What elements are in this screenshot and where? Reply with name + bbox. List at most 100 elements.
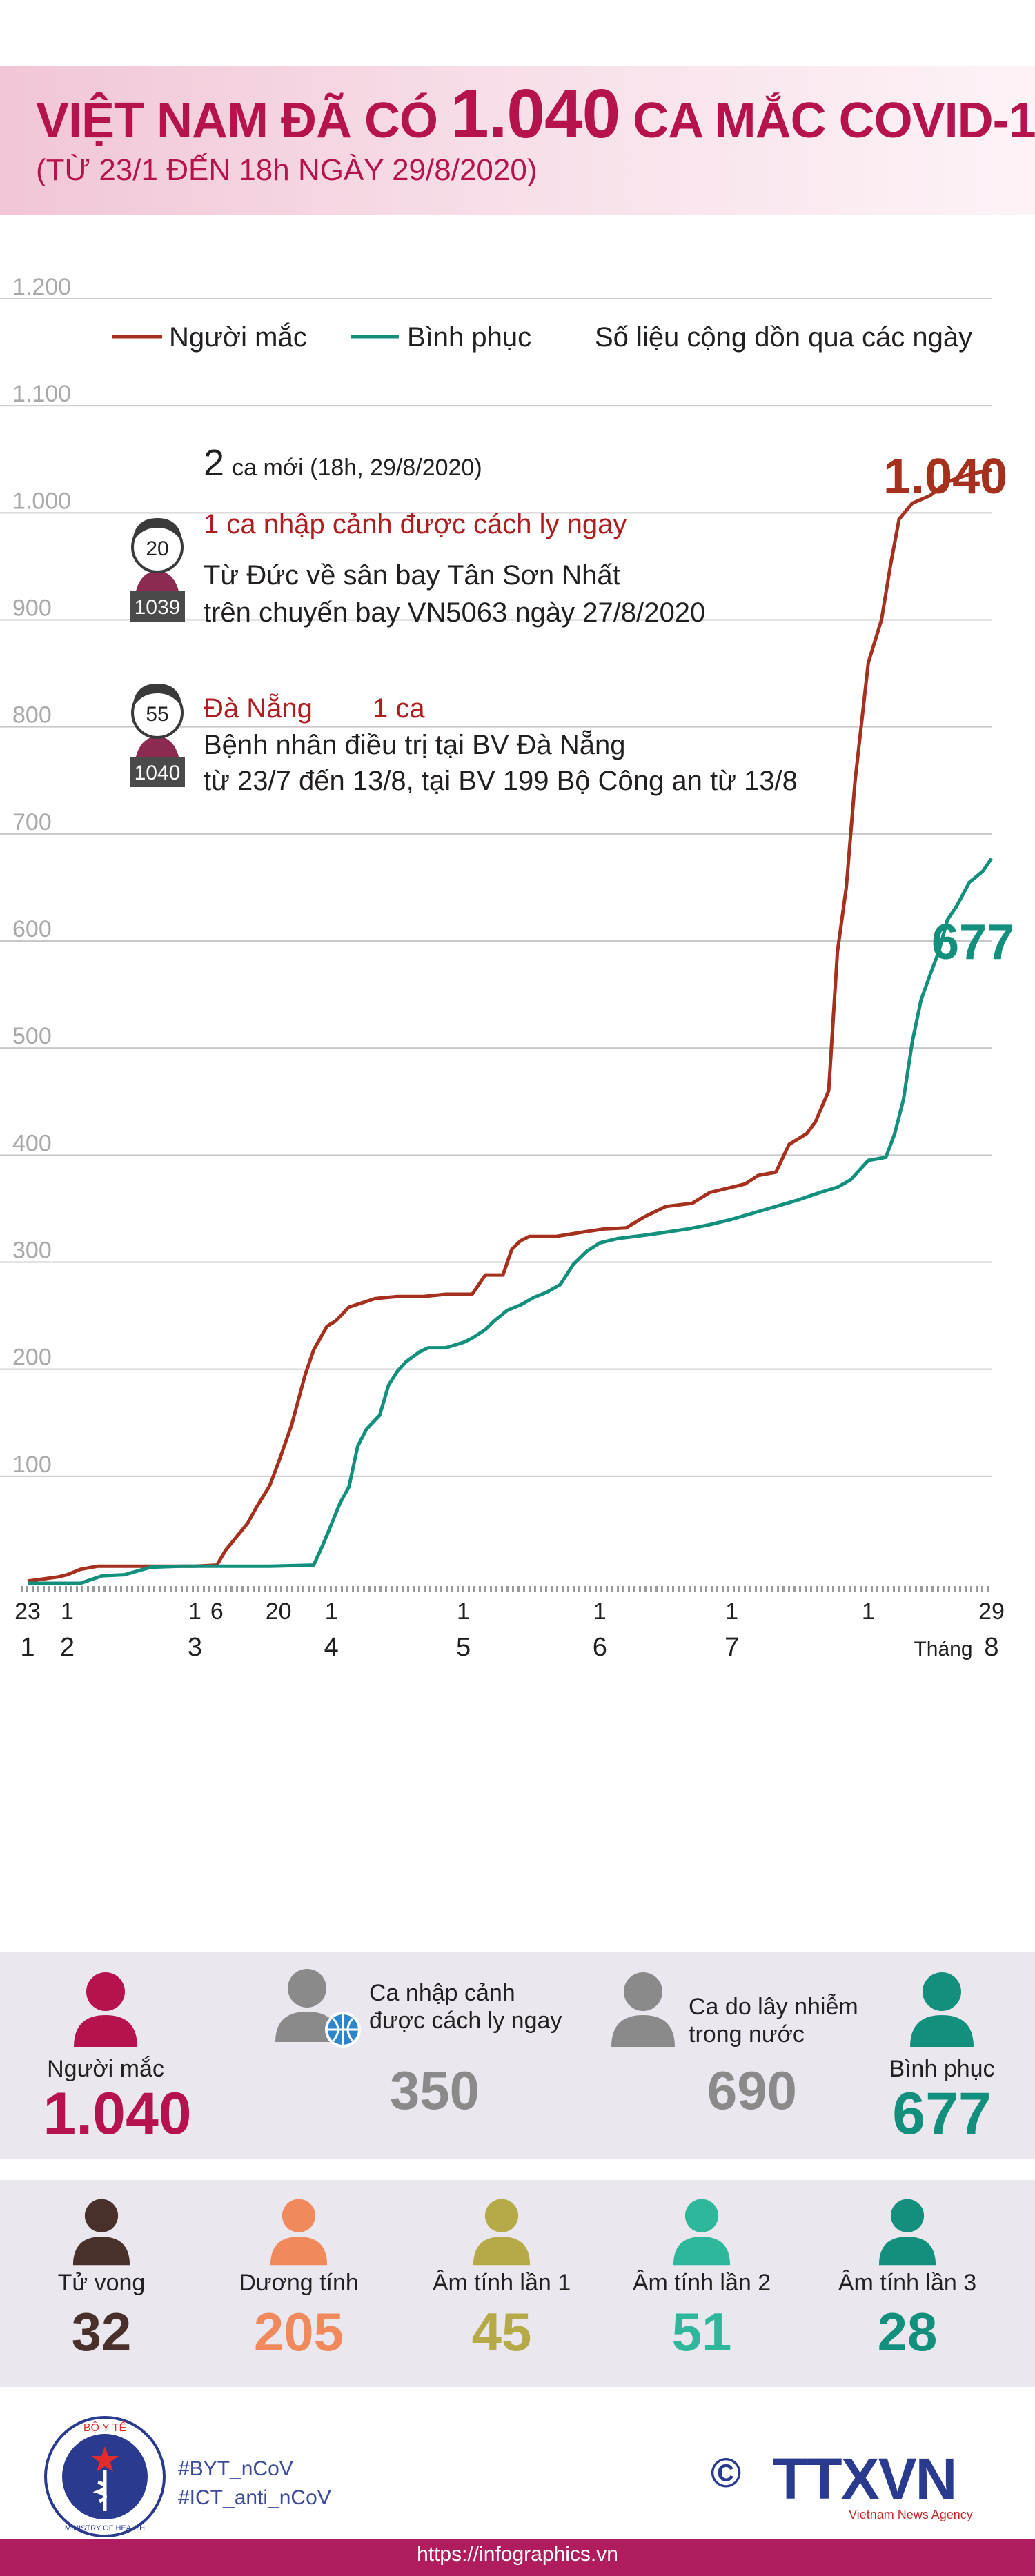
patient-1040-line1: Bệnh nhân điều trị tại BV Đà Nẵng — [204, 730, 626, 760]
chart-legend: Người mắc Bình phục Số liệu cộng dồn qua… — [112, 321, 972, 353]
y-tick-label: 1.000 — [12, 488, 71, 514]
cases-value: 1.040 — [43, 2081, 192, 2147]
x-month-tick-label: 1 — [20, 1633, 34, 1662]
title-part2: CA MẮC COVID-19 — [633, 93, 1035, 148]
x-day-tick-label: 1 — [593, 1598, 607, 1625]
negative1-person-icon — [473, 2199, 531, 2266]
cumulative-cases-chart: 1.200 1.100 1.000 900 800 700 600 500 400 300 200 1… — [0, 276, 1014, 1662]
footer-url[interactable]: https://infographics.vn — [417, 2543, 618, 2566]
y-tick-label: 200 — [12, 1345, 52, 1371]
negative2-person-icon — [673, 2199, 731, 2266]
patient-1039-title: 1 ca nhập cảnh được cách ly ngay — [204, 509, 627, 539]
x-month-tick-label: 3 — [188, 1633, 202, 1662]
x-month-tick-label: 4 — [324, 1633, 339, 1662]
x-month-tick-label: 2 — [60, 1633, 75, 1662]
patient-1040-id: 1040 — [135, 762, 181, 784]
title-number: 1.040 — [451, 75, 620, 152]
deaths-value: 32 — [71, 2301, 132, 2362]
y-tick-label: 1.200 — [12, 276, 71, 300]
local-value: 690 — [707, 2060, 798, 2121]
negative1-value: 45 — [471, 2301, 532, 2362]
y-tick-label: 600 — [12, 916, 52, 942]
imported-person-globe-icon — [275, 1969, 361, 2048]
y-tick-label: 800 — [12, 702, 52, 729]
x-month-tick-label: 7 — [724, 1633, 739, 1662]
patient-1040-avatar: 55 1040 — [130, 684, 185, 787]
patient-1039-line1: Từ Đức về sân bay Tân Sơn Nhất — [204, 560, 620, 591]
recovered-series-line — [28, 858, 994, 1585]
x-day-tick-label: 1 — [457, 1598, 470, 1625]
x-month-tick-label: 8 — [984, 1633, 998, 1662]
chart-grid — [0, 298, 992, 1477]
chart-lines — [27, 468, 994, 1585]
cases-series-line — [27, 468, 992, 1583]
y-tick-label: 1.100 — [12, 381, 71, 407]
x-month-tick-label: 5 — [456, 1633, 471, 1662]
x-day-tick-label: 1 — [325, 1598, 338, 1625]
ministry-logo-bottom-text: MINISTRY OF HEALTH — [65, 2524, 145, 2533]
cases-person-icon — [74, 1972, 137, 2047]
x-day-tick-label: 23 — [14, 1598, 41, 1625]
y-tick-label: 300 — [12, 1238, 52, 1264]
header-banner — [0, 66, 1035, 215]
ttxvn-logo: TTXVN — [773, 2446, 957, 2511]
y-tick-label: 900 — [12, 595, 52, 622]
x-day-tick-label: 6 — [210, 1598, 224, 1625]
hashtag-byt: #BYT_nCoV — [178, 2457, 293, 2480]
recovered-person-icon — [910, 1972, 974, 2047]
recovered-value: 677 — [892, 2081, 992, 2147]
y-tick-label: 100 — [12, 1452, 52, 1478]
ministry-logo-top-text: BỘ Y TẾ — [83, 2421, 126, 2434]
patient-1040-line2: từ 23/7 đến 13/8, tại BV 199 Bộ Công an … — [204, 766, 798, 796]
patient-1040-count: 1 ca — [373, 693, 425, 724]
y-axis-ticks: 1.200 1.100 1.000 900 800 700 600 500 400 300 200 1… — [12, 276, 71, 1478]
patient-1039-age: 20 — [146, 537, 168, 560]
x-day-tick-label: 20 — [266, 1598, 292, 1625]
x-month-prefix: Tháng — [914, 1638, 972, 1661]
negative2-value: 51 — [671, 2301, 732, 2362]
x-month-tick-label: 6 — [593, 1633, 607, 1662]
new-cases-count: 2 — [204, 442, 225, 484]
ministry-of-health-logo: BỘ Y TẾ MINISTRY OF HEALTH — [44, 2416, 166, 2537]
footer-bar — [0, 2539, 1035, 2576]
y-tick-label: 700 — [12, 809, 52, 835]
negative2-label: Âm tính lần 2 — [632, 2270, 771, 2296]
patient-1040-place: Đà Nẵng — [204, 693, 313, 724]
new-cases-note: 2 ca mới (18h, 29/8/2020) — [204, 442, 482, 484]
deaths-person-icon — [72, 2199, 130, 2266]
cases-end-label: 1.040 — [883, 449, 1007, 504]
negative1-label: Âm tính lần 1 — [432, 2270, 571, 2296]
new-cases-text: ca mới (18h, 29/8/2020) — [232, 455, 482, 481]
patient-1039-id: 1039 — [135, 596, 181, 619]
x-day-tick-label: 29 — [978, 1598, 1005, 1625]
legend-note: Số liệu cộng dồn qua các ngày — [595, 322, 972, 353]
y-tick-label: 400 — [12, 1130, 52, 1156]
copyright-icon: © — [711, 2450, 742, 2496]
negative3-person-icon — [878, 2199, 936, 2266]
x-day-tick-label: 1 — [61, 1598, 74, 1625]
page-subtitle: (TỪ 23/1 ĐẾN 18h NGÀY 29/8/2020) — [36, 153, 538, 187]
legend-cases-label: Người mắc — [169, 321, 307, 353]
imported-value: 350 — [389, 2060, 480, 2121]
positive-label: Dương tính — [239, 2270, 359, 2296]
imported-label-line1: Ca nhập cảnh — [369, 1980, 515, 2006]
patient-1039-avatar: 20 1039 — [130, 518, 185, 622]
positive-value: 205 — [253, 2301, 344, 2362]
legend-recovered-label: Bình phục — [407, 322, 531, 353]
local-label-line1: Ca do lây nhiễm — [689, 1994, 858, 2020]
patient-1039-line2: trên chuyến bay VN5063 ngày 27/8/2020 — [204, 597, 706, 628]
summary-panel — [0, 1952, 1035, 2159]
recovered-end-label: 677 — [931, 915, 1014, 970]
x-day-tick-label: 1 — [725, 1598, 738, 1625]
ttxvn-subtitle: Vietnam News Agency — [849, 2508, 973, 2521]
hashtag-ict: #ICT_anti_nCoV — [178, 2486, 331, 2509]
local-label-line2: trong nước — [689, 2021, 805, 2048]
title-part1: VIỆT NAM ĐÃ CÓ — [36, 93, 438, 148]
negative3-label: Âm tính lần 3 — [838, 2270, 977, 2296]
recovered-label: Bình phục — [889, 2056, 995, 2082]
imported-label-line2: được cách ly ngay — [369, 2008, 562, 2034]
positive-person-icon — [270, 2199, 328, 2266]
local-person-icon — [611, 1972, 675, 2047]
deaths-label: Tử vong — [57, 2270, 146, 2296]
